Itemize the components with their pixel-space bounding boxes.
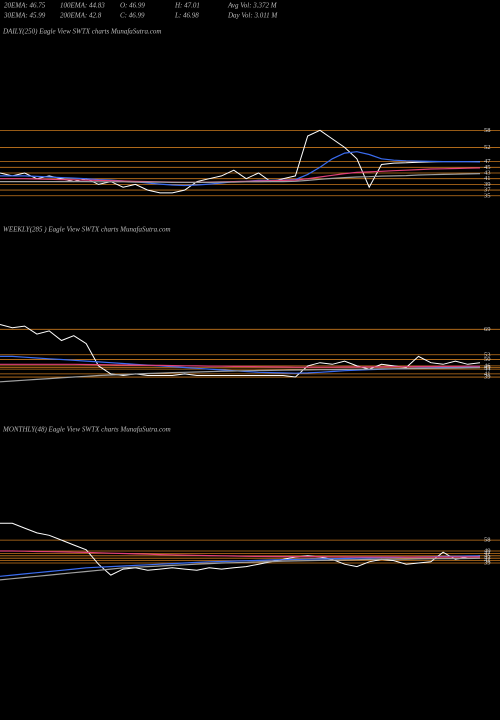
header-stat: L: 46.98: [174, 12, 199, 20]
header-stat: C: 46.99: [120, 12, 145, 20]
header-stat: 20EMA: 46.75: [4, 2, 46, 10]
price-line: [0, 557, 481, 581]
level-label: 47: [484, 158, 491, 165]
price-line: [0, 173, 481, 183]
panel-title: DAILY(250) Eagle View SWTX charts Munafa…: [2, 28, 161, 36]
level-label: 50: [484, 356, 491, 363]
header-stat: O: 46.99: [120, 2, 145, 10]
level-label: 39: [484, 560, 491, 567]
level-label: 69: [484, 326, 491, 333]
level-label: 52: [484, 144, 491, 151]
level-label: 43: [484, 555, 491, 562]
panel-title: WEEKLY(285 ) Eagle View SWTX charts Muna…: [3, 226, 171, 234]
level-label: 49: [484, 547, 491, 554]
level-label: 41: [484, 557, 491, 564]
level-label: 37: [484, 187, 491, 194]
header-stat: 30EMA: 45.99: [3, 12, 46, 20]
panel-title: MONTHLY(48) Eagle View SWTX charts Munaf…: [2, 426, 171, 434]
header-stat: Day Vol: 3.011 M: [227, 12, 278, 20]
level-label: 39: [484, 374, 491, 381]
header-stat: 200EMA: 42.8: [60, 12, 102, 20]
level-label: 45: [484, 364, 491, 371]
price-line: [0, 367, 481, 383]
header-stat: 100EMA: 44.83: [60, 2, 105, 10]
price-line: [0, 363, 480, 368]
price-line: [0, 550, 480, 558]
header-stat: Avg Vol: 3.372 M: [227, 2, 278, 10]
level-label: 44: [484, 366, 491, 373]
level-label: 46: [484, 362, 491, 369]
level-label: 53: [484, 351, 491, 358]
level-label: 45: [484, 164, 491, 171]
level-label: 45: [484, 552, 491, 559]
price-line: [0, 151, 481, 187]
level-label: 35: [484, 192, 491, 199]
level-label: 41: [484, 370, 491, 377]
header-stat: H: 47.01: [174, 2, 200, 10]
level-label: 47: [484, 550, 491, 557]
level-label: 43: [484, 170, 491, 177]
level-label: 39: [484, 181, 491, 188]
level-label: 58: [484, 537, 491, 544]
price-line: [0, 522, 481, 576]
level-label: 41: [484, 175, 491, 182]
level-label: 58: [484, 127, 491, 134]
